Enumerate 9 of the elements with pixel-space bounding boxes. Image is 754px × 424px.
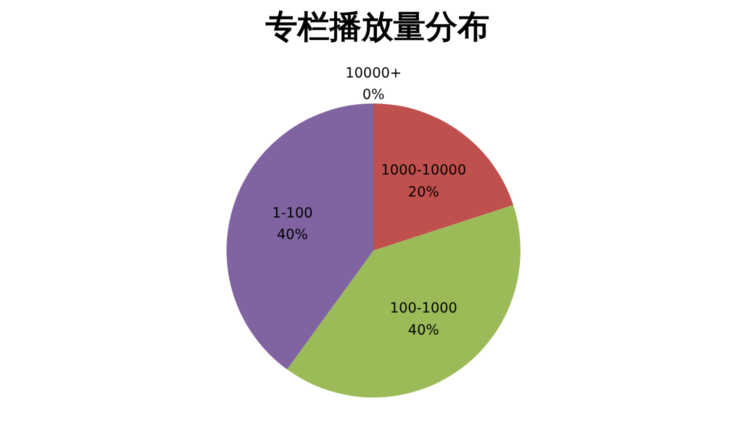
text: 0% <box>362 87 385 104</box>
slice-label: 1000-10000 <box>381 162 466 179</box>
slice-label: 100-1000 <box>390 300 458 317</box>
category-label: 10000+ <box>345 66 402 82</box>
data-label: 40% <box>408 322 440 338</box>
chart-title: 专栏播放量分布 <box>264 8 490 46</box>
slice-label: 1-100 <box>272 205 313 222</box>
data-label: 40% <box>276 226 308 243</box>
data-label: 20% <box>408 184 440 200</box>
